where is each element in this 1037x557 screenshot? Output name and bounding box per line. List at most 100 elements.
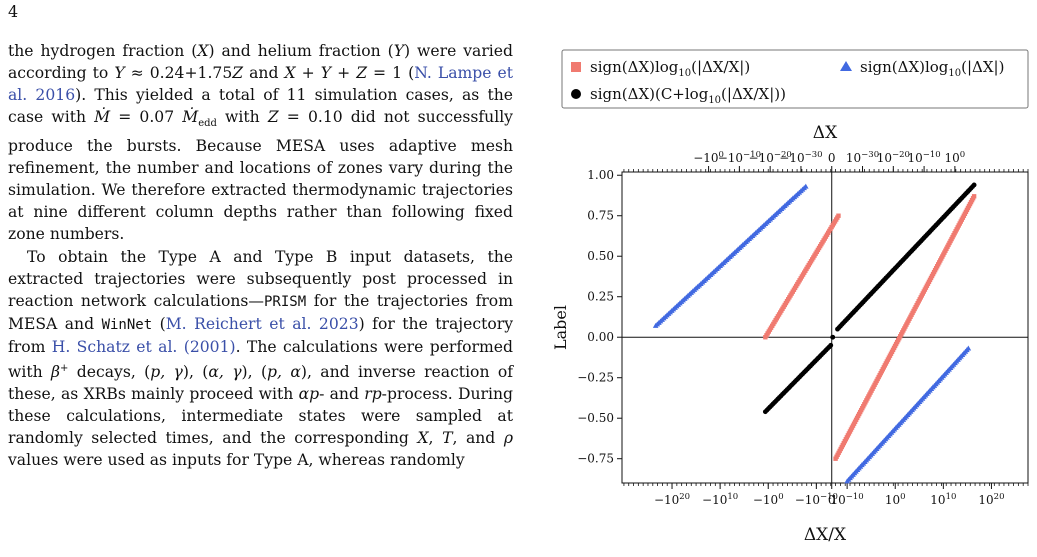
y-tick-label: 0.00	[587, 330, 614, 344]
legend-tail: (|ΔX|)	[961, 58, 1004, 76]
legend-tail: (|ΔX/X|))	[721, 85, 786, 103]
legend-circle-marker	[571, 89, 581, 99]
top-x-tick-label: 100	[945, 150, 966, 165]
top-x-tick-label-base: −10	[779, 151, 804, 165]
top-x-tick-label-base: 10	[945, 151, 960, 165]
text-run: β	[51, 362, 61, 381]
series-2-point	[965, 345, 972, 351]
x-tick-label: 1020	[978, 492, 1004, 507]
text-run: values were used as inputs for Type A, w…	[8, 451, 465, 470]
top-x-tick-label-base: −10	[693, 151, 718, 165]
text-run: = 0.10 did not successfully produce the …	[8, 108, 513, 244]
text-run: ) for the trajectory from	[8, 314, 514, 356]
text-run: Z	[232, 64, 244, 83]
x-tick-label-exponent: 20	[994, 492, 1005, 502]
text-run: +	[60, 362, 69, 374]
text-run: Ṁ	[94, 108, 111, 127]
top-x-tick-label-base: 10	[877, 151, 892, 165]
top-x-tick-label-exponent: −10	[923, 150, 941, 160]
text-run: edd	[198, 118, 217, 130]
legend-label: sign(ΔX)(C+log10(|ΔX/X|))	[590, 85, 786, 106]
series-3-point	[971, 182, 977, 188]
plot-frame	[621, 171, 1029, 484]
x-tick-label: −1020	[654, 492, 690, 507]
legend-square-marker	[571, 62, 581, 72]
x-tick-label-base: −10	[702, 493, 727, 507]
text-run: ), (	[241, 362, 268, 381]
text-run: T	[442, 429, 453, 448]
top-x-tick-label: 10−30	[846, 150, 879, 165]
top-x-tick-label: 10−10	[907, 150, 940, 165]
paragraph-1: the hydrogen fraction (X) and helium fra…	[8, 40, 513, 246]
x-tick-label: −1010	[702, 492, 738, 507]
text-run: ), (	[182, 362, 209, 381]
y-tick-label: 0.50	[587, 249, 614, 263]
y-tick-label: −0.75	[577, 452, 614, 466]
text-run: Ṁ	[182, 108, 199, 127]
series-3-point	[828, 342, 834, 348]
x-tick-label: 0	[828, 493, 836, 507]
top-x-tick-label-exponent: −20	[774, 150, 792, 160]
series-2-point	[802, 183, 809, 189]
x-tick-label-base: 0	[828, 493, 836, 507]
legend-triangle-marker	[840, 61, 852, 71]
y-tick-label: −0.50	[577, 411, 614, 425]
text-run: α, γ	[208, 362, 242, 381]
top-x-tick-label-base: 10	[907, 151, 922, 165]
x-tick-label-exponent: −10	[820, 492, 838, 502]
text-run: for the trajectories from MESA and	[8, 291, 513, 333]
legend-subscript: 10	[678, 68, 691, 79]
series-1-point	[836, 213, 841, 218]
text-run: X	[284, 64, 296, 83]
legend-label: sign(ΔX)log10(|ΔX|)	[860, 58, 1004, 79]
top-x-tick-label: −10−20	[749, 150, 792, 165]
x-tick-label-base: 10	[930, 493, 945, 507]
text-run: X	[417, 429, 429, 448]
x-tick-label-base: 10	[831, 493, 846, 507]
text-run: , and	[452, 429, 504, 448]
x-tick-label-exponent: −10	[846, 492, 864, 502]
x-tick-label-base: 10	[885, 493, 900, 507]
x-tick-label-exponent: 10	[946, 492, 957, 502]
legend-label: sign(ΔX)log10(|ΔX/X|)	[590, 58, 750, 79]
x-tick-label: −100	[753, 492, 784, 507]
series-3-point	[830, 334, 836, 340]
scatter-chart: sign(ΔX)log10(|ΔX/X|) sign(ΔX)log10(|ΔX|)…	[551, 49, 1029, 545]
citation-link[interactable]: H. Schatz et al. (2001)	[51, 337, 236, 356]
text-run: with	[216, 108, 268, 127]
text-run: Y	[393, 42, 405, 60]
top-x-tick-label-exponent: −30	[861, 150, 879, 160]
text-run: p, α	[267, 362, 301, 381]
x-tick-label-base: −10	[753, 493, 778, 507]
text-run: To obtain the Type A and Type B input da…	[8, 247, 513, 310]
text-run: rp	[364, 385, 382, 403]
x-tick-label: 10−10	[831, 492, 864, 507]
top-x-tick-label-base: −10	[749, 151, 774, 165]
y-tick-label: −0.25	[577, 371, 614, 385]
top-x-tick-label-exponent: −30	[805, 150, 823, 160]
x-tick-label-exponent: 0	[778, 492, 783, 502]
citation-link[interactable]: M. Reichert et al. 2023	[165, 314, 359, 333]
text-run: Z	[267, 108, 279, 127]
top-x-tick-label: 0	[828, 151, 836, 165]
legend-text: sign(ΔX)(C+log	[590, 85, 709, 103]
text-run: X	[197, 42, 209, 60]
top-x-tick-label-exponent: 0	[719, 150, 724, 160]
top-x-tick-label: 10−20	[877, 150, 910, 165]
text-run: . The calculations were performed with	[8, 337, 513, 381]
text-run: ) and helium fraction (	[208, 42, 394, 60]
citation-link[interactable]: N. Lampe et al. 2016	[8, 64, 514, 105]
series-1-point	[971, 194, 977, 199]
top-x-tick-label-exponent: −10	[743, 150, 761, 160]
text-run: Y	[320, 64, 332, 83]
y-tick-label: 0.75	[587, 209, 614, 223]
x-tick-label-base: −10	[654, 493, 679, 507]
text-run: = 0.07	[110, 108, 183, 127]
text-run: ) were varied according to	[8, 42, 513, 83]
text-run: +	[331, 64, 357, 83]
text-run: ρ	[503, 429, 514, 448]
text-run: ), and inverse reaction of these, as XRB…	[8, 362, 514, 403]
x-tick-label-exponent: 0	[900, 492, 905, 502]
top-x-tick-label-base: 0	[828, 151, 836, 165]
top-x-tick-label: −10−30	[779, 150, 822, 165]
